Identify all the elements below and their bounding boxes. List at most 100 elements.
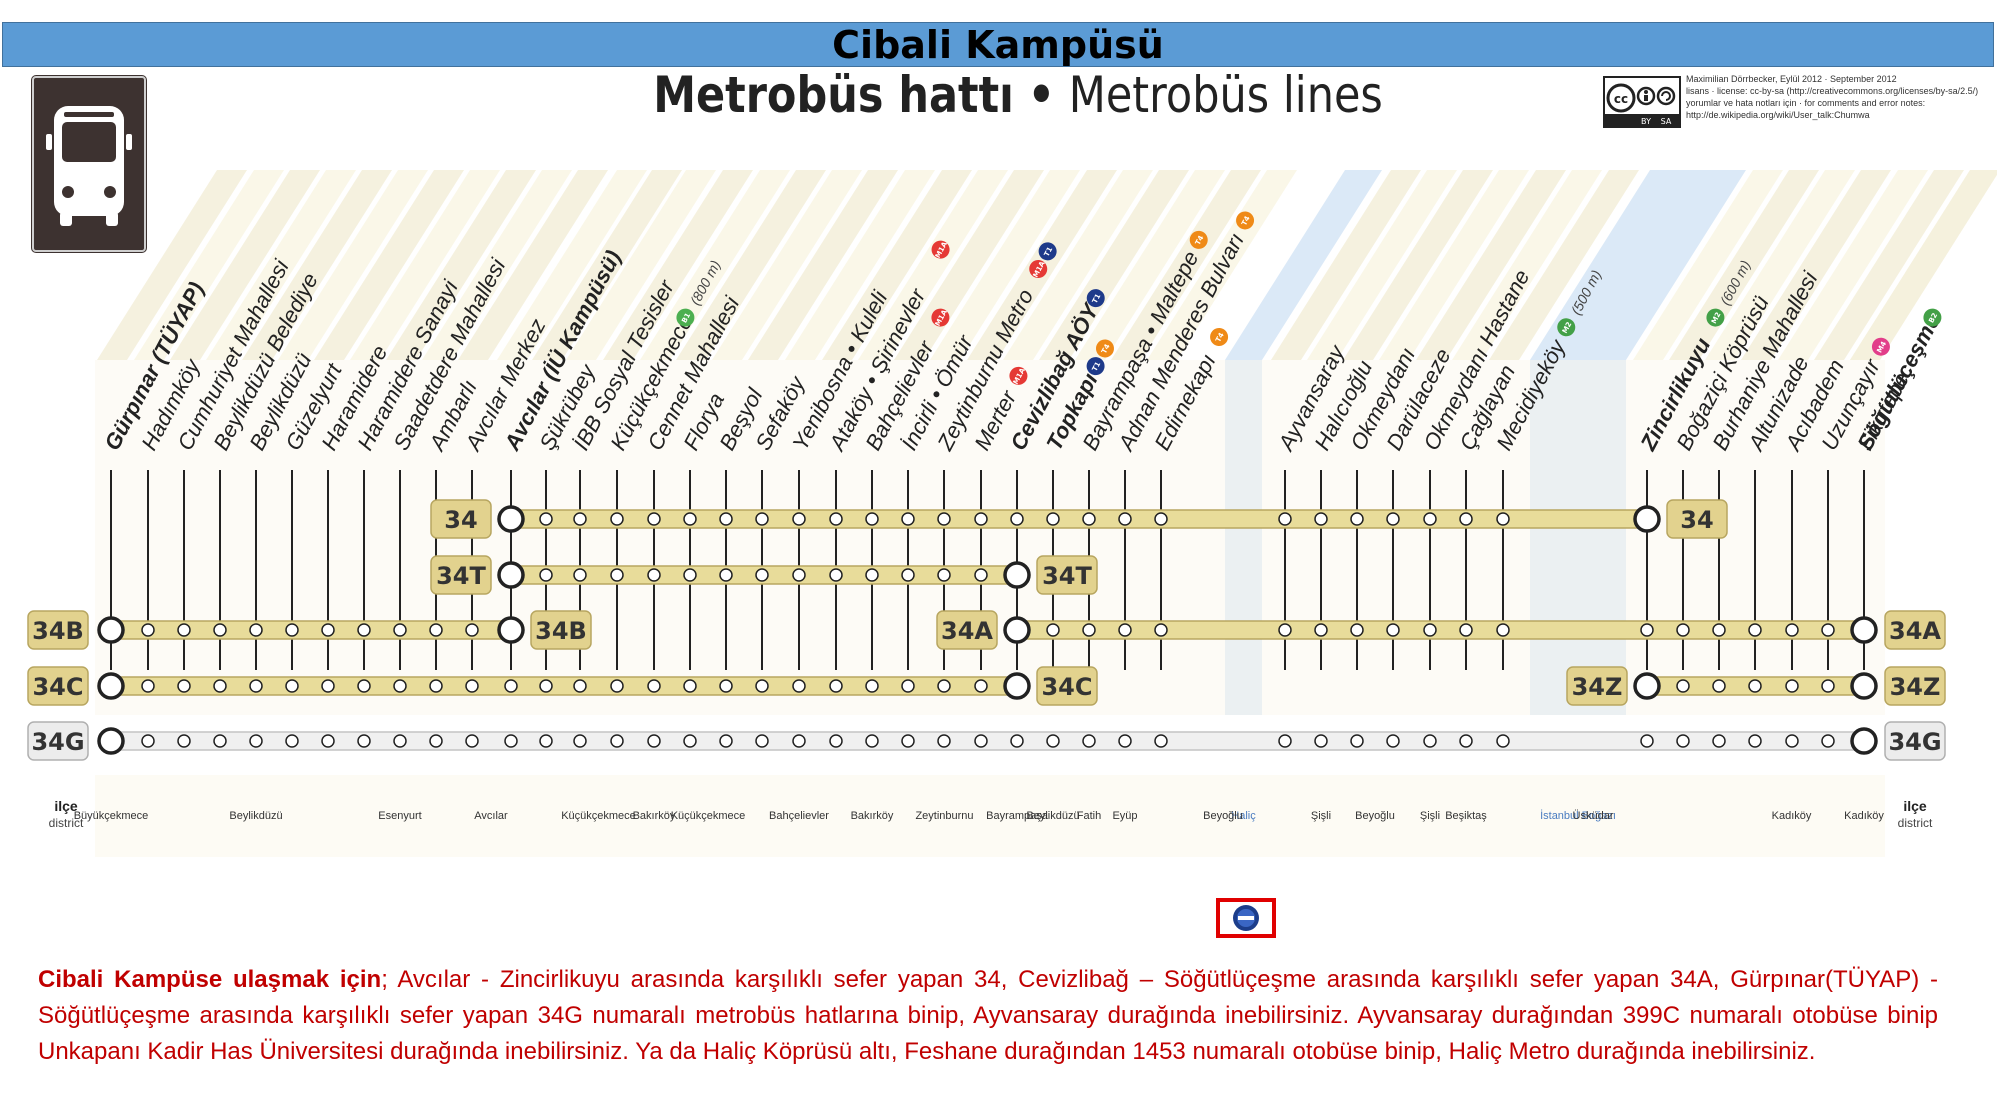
route-stop	[1785, 623, 1799, 637]
route-stop	[610, 512, 624, 526]
route-stop	[755, 512, 769, 526]
line-label-box	[1666, 499, 1728, 539]
route-stop	[792, 568, 806, 582]
station-background-stripe	[1778, 170, 1928, 360]
route-stop	[1118, 512, 1132, 526]
district-label: Beyoğlu	[1355, 810, 1395, 822]
route-stop	[1459, 623, 1473, 637]
station-transfer-badge-label: T1	[1091, 292, 1103, 304]
route-stop	[539, 568, 553, 582]
line-label-text: 34G	[31, 728, 84, 756]
route-stop	[429, 623, 443, 637]
district-label: Kadıköy	[1844, 810, 1884, 822]
route-stop	[1154, 623, 1168, 637]
station-background-stripe	[1850, 170, 1997, 360]
route-stop	[1278, 623, 1292, 637]
district-label: Küçükçekmece	[671, 810, 746, 822]
campus-title-bar: Cibali Kampüsü	[2, 22, 1994, 67]
station-background-stripe	[603, 170, 753, 360]
route-stop	[573, 512, 587, 526]
district-label: Zeytinburnu	[915, 810, 973, 822]
route-stop	[539, 512, 553, 526]
terminus-stop	[497, 561, 525, 589]
station-background-stripe	[1489, 170, 1639, 360]
district-label: Beylikdüzü	[229, 810, 282, 822]
station-background-stripe	[1307, 170, 1457, 360]
station-background-stripe	[1111, 170, 1261, 360]
station-transfer-badge-label: T4	[1214, 331, 1226, 343]
route-label-34g-start: 34G	[27, 721, 89, 761]
route-label-34b-end: 34B	[530, 610, 592, 650]
map-body-background	[95, 360, 1885, 715]
route-stop	[465, 734, 479, 748]
route-stop	[1082, 734, 1096, 748]
station-background-stripe	[894, 170, 1044, 360]
route-stop	[141, 623, 155, 637]
station-background-stripe	[1633, 170, 1783, 360]
route-label-34a-start: 34A	[936, 610, 998, 650]
route-label-34g-end: 34G	[1884, 721, 1946, 761]
station-background-stripe	[278, 170, 428, 360]
district-label: Bakırköy	[851, 810, 894, 822]
district-label: Haliç	[1231, 810, 1256, 822]
station-transfer-badge	[1557, 318, 1576, 337]
route-stop	[573, 679, 587, 693]
terminus-stop	[1003, 561, 1031, 589]
station-background-stripe	[676, 170, 826, 360]
route-stop	[792, 734, 806, 748]
station-transfer-badge-label: B2	[1927, 312, 1939, 325]
line-label-box	[1884, 666, 1946, 706]
station-background-stripe	[1003, 170, 1153, 360]
cc-sa-label: SA	[1661, 117, 1672, 126]
station-background-stripe	[422, 170, 572, 360]
terminus-stop	[1003, 672, 1031, 700]
route-stop	[1821, 679, 1835, 693]
route-stop	[792, 512, 806, 526]
route-stop	[610, 734, 624, 748]
line-label-box	[430, 555, 492, 595]
district-header-left: ilçe	[54, 798, 78, 814]
station-background-stripe	[532, 170, 682, 360]
station-transfer-badge	[1210, 327, 1229, 346]
route-stop	[792, 679, 806, 693]
terminus-stop	[1633, 505, 1661, 533]
license-attribution: Maximilian Dörrbecker, Eylül 2012 · Sept…	[1686, 73, 1986, 121]
route-stop	[1082, 512, 1096, 526]
line-label-text: 34Z	[1572, 673, 1623, 701]
station-background-stripe	[566, 170, 716, 360]
directions-text: Cibali Kampüse ulaşmak için; Avcılar - Z…	[38, 962, 1938, 1070]
station-transfer-badge-label: B1	[680, 312, 692, 325]
line-label-box	[430, 499, 492, 539]
route-stop	[974, 734, 988, 748]
route-stop	[901, 734, 915, 748]
route-stop	[539, 679, 553, 693]
route-stop	[901, 679, 915, 693]
terminus-stop	[1003, 616, 1031, 644]
route-stop	[249, 623, 263, 637]
station-transfer-badge-label: T4	[1100, 343, 1112, 355]
route-stop	[321, 679, 335, 693]
route-stop	[719, 512, 733, 526]
line-label-text: 34B	[535, 617, 587, 645]
route-stop	[1350, 623, 1364, 637]
station-background-stripe	[748, 170, 898, 360]
route-stop	[647, 734, 661, 748]
route-stop	[755, 568, 769, 582]
district-label: Beylikdüzü	[1026, 810, 1079, 822]
route-stop	[829, 734, 843, 748]
route-stop	[1821, 623, 1835, 637]
district-label: Esenyurt	[378, 810, 421, 822]
route-label-34-end: 34	[1666, 499, 1728, 539]
route-stop	[937, 679, 951, 693]
station-transfer-badge	[1923, 308, 1942, 327]
route-stop	[249, 734, 263, 748]
station-transfer-badge	[1871, 337, 1890, 356]
station-background-stripe	[206, 170, 356, 360]
station-background-stripe	[1669, 170, 1819, 360]
line-label-text: 34C	[1041, 673, 1092, 701]
route-label-34z-start: 34Z	[1566, 666, 1628, 706]
route-stop	[213, 734, 227, 748]
station-transfer-badge	[1706, 308, 1725, 327]
line-label-box	[1036, 666, 1098, 706]
station-transfer-badge	[931, 308, 950, 327]
